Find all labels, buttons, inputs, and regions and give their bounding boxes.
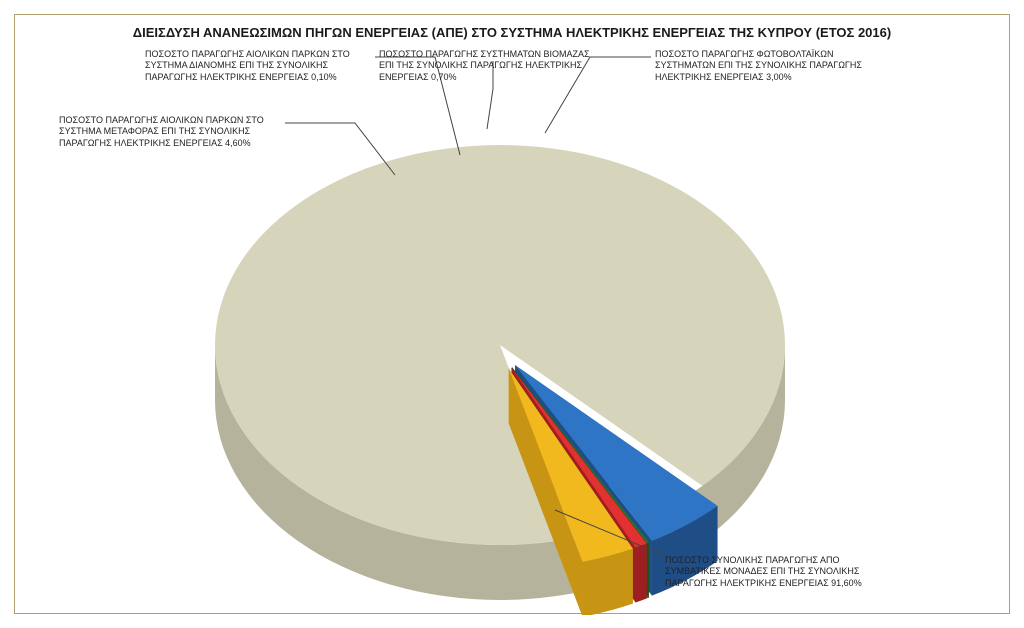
slice-label-wind-distribution: ΠΟΣΟΣΤΟ ΠΑΡΑΓΩΓΗΣ ΑΙΟΛΙΚΩΝ ΠΑΡΚΩΝ ΣΤΟ ΣΥ… [145,49,350,83]
slice-label-conventional: ΠΟΣΟΣΤΟ ΣΥΝΟΛΙΚΗΣ ΠΑΡΑΓΩΓΗΣ ΑΠΟ ΣΥΜΒΑΤΙΚ… [665,555,862,589]
slice-label-wind-transmission: ΠΟΣΟΣΤΟ ΠΑΡΑΓΩΓΗΣ ΑΙΟΛΙΚΩΝ ΠΑΡΚΩΝ ΣΤΟ ΣΥ… [59,115,264,149]
slice-label-pv: ΠΟΣΟΣΤΟ ΠΑΡΑΓΩΓΗΣ ΦΩΤΟΒΟΛΤΑΪΚΩΝ ΣΥΣΤΗΜΑΤ… [655,49,862,83]
pie-chart-svg [15,15,1011,615]
slice-label-biomass: ΠΟΣΟΣΤΟ ΠΑΡΑΓΩΓΗΣ ΣΥΣΤΗΜΑΤΩΝ ΒΙΟΜΑΖΑΣ ΕΠ… [379,49,590,83]
chart-frame: ΔΙΕΙΣΔΥΣΗ ΑΝΑΝΕΩΣΙΜΩΝ ΠΗΓΩΝ ΕΝΕΡΓΕΙΑΣ (Α… [14,14,1010,614]
